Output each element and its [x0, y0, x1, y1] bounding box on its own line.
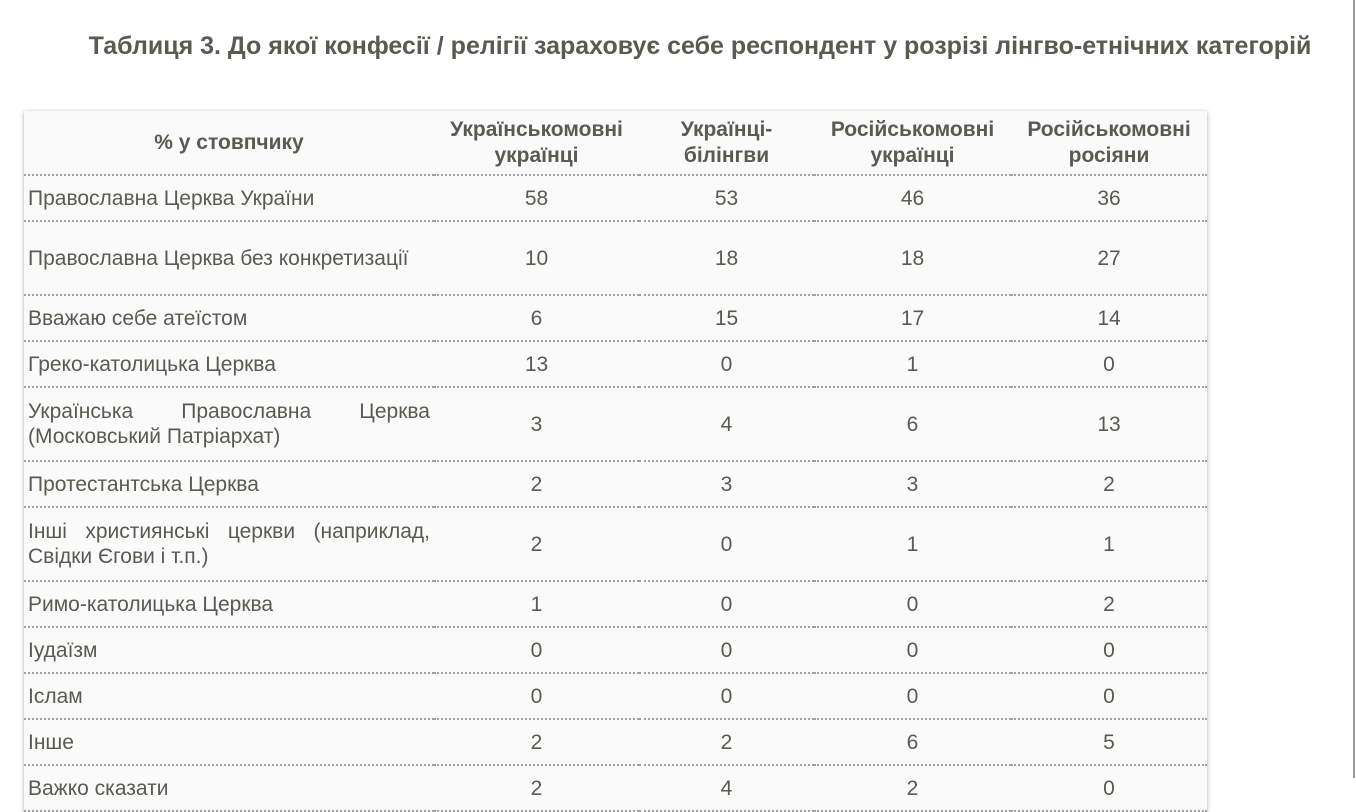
value-cell: 13 [434, 341, 639, 388]
value-cell: 2 [639, 719, 814, 766]
row-label: Римо-католицька Церква [24, 581, 434, 628]
value-cell: 2 [434, 765, 639, 812]
table-row: Римо-католицька Церква 1 0 0 2 [24, 581, 1207, 628]
value-cell: 0 [434, 627, 639, 674]
value-cell: 14 [1011, 295, 1207, 342]
header-cell: Українці-білінгви [639, 111, 814, 176]
table-row: Інші християнські церкви (наприклад, Сві… [24, 507, 1207, 582]
value-cell: 4 [639, 387, 814, 462]
header-cell: % у стовпчику [24, 111, 434, 176]
value-cell: 0 [814, 581, 1011, 628]
value-cell: 46 [814, 175, 1011, 222]
header-cell: Російськомовні українці [814, 111, 1011, 176]
value-cell: 36 [1011, 175, 1207, 222]
value-cell: 0 [639, 507, 814, 582]
header-row: % у стовпчику Українськомовні українці У… [24, 111, 1207, 176]
table-row: Греко-католицька Церква 13 0 1 0 [24, 341, 1207, 388]
value-cell: 1 [814, 507, 1011, 582]
value-cell: 0 [1011, 765, 1207, 812]
value-cell: 6 [434, 295, 639, 342]
row-label: Греко-католицька Церква [24, 341, 434, 388]
value-cell: 10 [434, 221, 639, 296]
value-cell: 6 [814, 387, 1011, 462]
page-edge-divider [1353, 0, 1355, 778]
value-cell: 2 [1011, 461, 1207, 508]
value-cell: 18 [814, 221, 1011, 296]
value-cell: 27 [1011, 221, 1207, 296]
table-row: Православна Церква без конкретизації 10 18… [24, 221, 1207, 296]
table-row: Іслам 0 0 0 0 [24, 673, 1207, 720]
value-cell: 0 [1011, 627, 1207, 674]
value-cell: 0 [639, 627, 814, 674]
table-row: Православна Церква України 58 53 46 36 [24, 175, 1207, 222]
value-cell: 0 [639, 341, 814, 388]
value-cell: 5 [1011, 719, 1207, 766]
row-label: Іудаїзм [24, 627, 434, 674]
row-label: Інші християнські церкви (наприклад, Сві… [24, 507, 434, 582]
value-cell: 0 [434, 673, 639, 720]
value-cell: 1 [434, 581, 639, 628]
value-cell: 13 [1011, 387, 1207, 462]
table-row: Іудаїзм 0 0 0 0 [24, 627, 1207, 674]
row-label: Протестантська Церква [24, 461, 434, 508]
value-cell: 17 [814, 295, 1011, 342]
value-cell: 0 [1011, 673, 1207, 720]
value-cell: 3 [434, 387, 639, 462]
value-cell: 0 [639, 581, 814, 628]
value-cell: 0 [814, 673, 1011, 720]
row-label: Інше [24, 719, 434, 766]
value-cell: 2 [434, 461, 639, 508]
value-cell: 0 [814, 627, 1011, 674]
row-label: Важко сказати [24, 765, 434, 812]
value-cell: 18 [639, 221, 814, 296]
row-label: Іслам [24, 673, 434, 720]
value-cell: 6 [814, 719, 1011, 766]
header-cell: Російськомовні росіяни [1011, 111, 1207, 176]
table-title: Таблиця 3. До якої конфесії / релігії за… [88, 32, 1312, 60]
table-row: Інше 2 2 6 5 [24, 719, 1207, 766]
value-cell: 0 [639, 673, 814, 720]
row-label: Українська Православна Церква (Московськ… [24, 387, 434, 462]
value-cell: 0 [1011, 341, 1207, 388]
table-row: Протестантська Церква 2 3 3 2 [24, 461, 1207, 508]
value-cell: 2 [434, 507, 639, 582]
value-cell: 15 [639, 295, 814, 342]
value-cell: 1 [1011, 507, 1207, 582]
value-cell: 3 [814, 461, 1011, 508]
value-cell: 2 [814, 765, 1011, 812]
value-cell: 4 [639, 765, 814, 812]
row-label: Вважаю себе атеїстом [24, 295, 434, 342]
value-cell: 58 [434, 175, 639, 222]
religion-table: % у стовпчику Українськомовні українці У… [24, 111, 1207, 812]
row-label: Православна Церква без конкретизації [24, 221, 434, 296]
value-cell: 2 [1011, 581, 1207, 628]
header-cell: Українськомовні українці [434, 111, 639, 176]
row-label: Православна Церква України [24, 175, 434, 222]
value-cell: 2 [434, 719, 639, 766]
table-row: Важко сказати 2 4 2 0 [24, 765, 1207, 812]
value-cell: 3 [639, 461, 814, 508]
value-cell: 1 [814, 341, 1011, 388]
table-row: Вважаю себе атеїстом 6 15 17 14 [24, 295, 1207, 342]
value-cell: 53 [639, 175, 814, 222]
table-row: Українська Православна Церква (Московськ… [24, 387, 1207, 462]
